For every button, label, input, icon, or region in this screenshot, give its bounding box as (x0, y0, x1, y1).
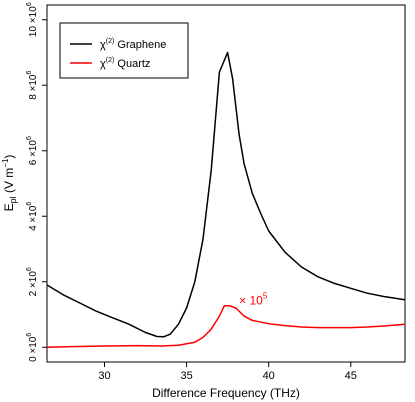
series-layer (46, 51, 406, 349)
x-tick-label: 45 (345, 370, 357, 382)
y-tick-label: 0 ×106 (26, 333, 39, 362)
y-axis-label: Epl (V m−1) (1, 155, 18, 212)
y-tick-label: 6 ×106 (26, 136, 39, 165)
legend-label-graphene: χ(2) Graphene (100, 38, 166, 51)
legend: χ(2) Graphene χ(2) Quartz (59, 22, 189, 79)
svg-text:6 ×106: 6 ×106 (26, 136, 39, 165)
scale-annotation: × 105 (239, 292, 268, 308)
y-axis-label-unit-close: ) (2, 155, 16, 159)
x-tick-label: 35 (180, 370, 192, 382)
x-tick-label: 40 (263, 370, 275, 382)
svg-text:Epl (V m−1): Epl (V m−1) (1, 155, 18, 212)
svg-text:8 ×106: 8 ×106 (26, 70, 39, 99)
x-axis: 30 35 40 45 (98, 362, 357, 382)
svg-text:0 ×106: 0 ×106 (26, 333, 39, 362)
plot-frame (46, 4, 406, 363)
x-tick-label: 30 (98, 370, 110, 382)
y-axis-label-sub: pl (8, 196, 18, 203)
y-tick-label: 8 ×106 (26, 70, 39, 99)
svg-text:10 ×106: 10 ×106 (26, 2, 39, 37)
x-axis-label: Difference Frequency (THz) (152, 386, 300, 400)
series-line-graphene (46, 51, 406, 338)
y-axis: 0 ×106 2 ×106 4 ×106 6 ×106 8 ×106 10 ×106 (26, 2, 47, 362)
y-tick-label: 10 ×106 (26, 2, 39, 37)
y-axis-label-unit: (V m (2, 168, 16, 197)
legend-label-quartz: χ(2) Quartz (100, 57, 150, 70)
y-axis-label-unit-exp: −1 (1, 158, 10, 168)
annotation-layer: × 105 (239, 292, 268, 308)
svg-text:2 ×106: 2 ×106 (26, 267, 39, 296)
legend-box (59, 22, 189, 79)
y-tick-label: 4 ×106 (26, 202, 39, 231)
y-tick-label: 2 ×106 (26, 267, 39, 296)
svg-text:4 ×106: 4 ×106 (26, 202, 39, 231)
series-line-quartz (46, 304, 406, 349)
y-axis-label-main: E (2, 203, 16, 211)
